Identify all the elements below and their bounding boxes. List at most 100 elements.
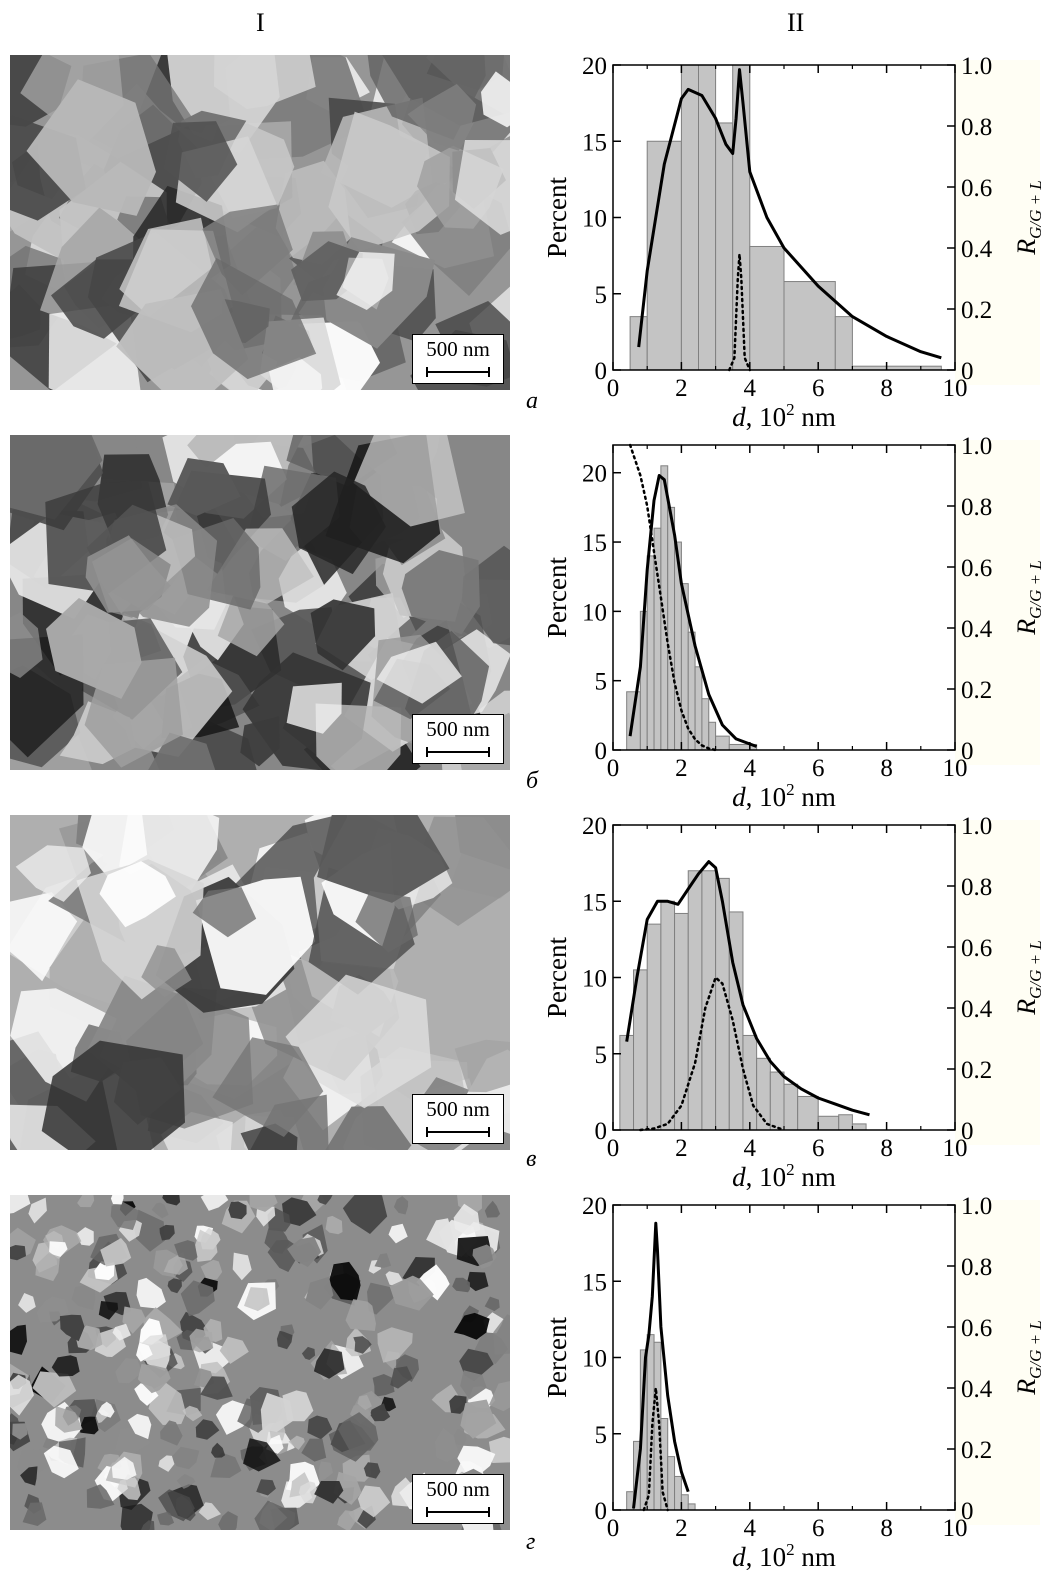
histogram-bar	[646, 1334, 655, 1511]
figure-panel: 500 nm 0 2 4 6 8 10 0 5 10 15 20 0 0.2 0.4 0.6 0.8 1.0 Per…	[0, 813, 1042, 1200]
y2-tick-label: 1.0	[961, 53, 992, 80]
x-tick-label: 10	[943, 1515, 968, 1542]
y-axis-label: Percent	[542, 937, 572, 1018]
y2-tick-label: 0.2	[961, 297, 992, 324]
micrograph-texture	[10, 55, 510, 390]
histogram-bar	[694, 666, 703, 751]
y-axis-label: Percent	[542, 1317, 572, 1398]
y2-tick-label: 0	[961, 738, 974, 765]
tem-micrograph: 500 nm	[10, 815, 510, 1150]
panel-letter: в	[526, 1146, 537, 1172]
x-axis-label: d, 102 nm	[732, 780, 836, 810]
y-axis-label: Percent	[542, 557, 572, 638]
x-tick-label: 2	[675, 1515, 688, 1542]
histogram-bar	[783, 1083, 799, 1131]
histogram-bar	[817, 1115, 840, 1131]
y-tick-label: 15	[582, 530, 607, 557]
histogram-bar	[708, 721, 717, 751]
histogram-chart: 0 2 4 6 8 10 0 5 10 15 20 0 0.2 0.4 0.6 0.8 1.0 Percent RG…	[530, 425, 1042, 812]
y2-tick-label: 0.6	[961, 555, 992, 582]
x-tick-label: 0	[607, 1135, 620, 1162]
x-tick-label: 0	[607, 375, 620, 402]
histogram-bar	[769, 1071, 785, 1131]
histogram-bar	[749, 245, 785, 371]
tem-micrograph: 500 nm	[10, 435, 510, 770]
histogram-chart: 0 2 4 6 8 10 0 5 10 15 20 0 0.2 0.4 0.6 0.8 1.0 Percent RG…	[530, 45, 1042, 432]
x-tick-label: 4	[744, 375, 757, 402]
x-tick-label: 8	[880, 755, 893, 782]
y2-axis-label: RG/G + L	[1012, 560, 1042, 636]
y-tick-label: 15	[582, 129, 607, 156]
y-tick-label: 0	[595, 1498, 608, 1525]
scale-bar: 500 nm	[412, 334, 504, 384]
y2-tick-label: 0.6	[961, 1315, 992, 1342]
column-header-left: I	[256, 8, 265, 37]
y2-axis-label: RG/G + L	[1012, 180, 1042, 256]
histogram-bar	[715, 122, 734, 371]
histogram-bar	[698, 64, 717, 371]
y-tick-label: 0	[595, 738, 608, 765]
histogram-chart: 0 2 4 6 8 10 0 5 10 15 20 0 0.2 0.4 0.6 0.8 1.0 Percent RG…	[530, 805, 1042, 1192]
histogram-bar	[687, 1503, 696, 1511]
scale-bar-label: 500 nm	[426, 717, 490, 741]
y2-tick-label: 0.4	[961, 996, 993, 1023]
y-tick-label: 20	[582, 53, 607, 80]
y2-axis-label: RG/G + L	[1012, 1320, 1042, 1396]
histogram-bar	[646, 923, 662, 1131]
histogram-bar	[646, 140, 682, 371]
y-tick-label: 20	[582, 1193, 607, 1220]
x-tick-label: 8	[880, 375, 893, 402]
y-tick-label: 5	[595, 282, 608, 309]
x-tick-label: 0	[607, 755, 620, 782]
figure-panel: 500 nm 0 2 4 6 8 10 0 5 10 15 20 0 0.2 0.4 0.6 0.8 1.0 Per…	[0, 1193, 1042, 1580]
y2-tick-label: 1.0	[961, 813, 992, 840]
ratio-curve	[628, 443, 717, 752]
y2-axis-label: RG/G + L	[1012, 940, 1042, 1016]
y-tick-label: 20	[582, 461, 607, 488]
y2-tick-label: 0.2	[961, 1057, 992, 1084]
x-tick-label: 6	[812, 1515, 825, 1542]
y2-tick-label: 1.0	[961, 1193, 992, 1220]
y-tick-label: 15	[582, 889, 607, 916]
x-tick-label: 4	[744, 1135, 757, 1162]
y-tick-label: 10	[582, 206, 607, 233]
ratio-curve	[639, 975, 786, 1132]
x-axis-label: d, 102 nm	[732, 1540, 836, 1570]
y2-tick-label: 0	[961, 1118, 974, 1145]
x-tick-label: 2	[675, 1135, 688, 1162]
histogram-bar	[674, 1475, 682, 1511]
x-tick-label: 0	[607, 1515, 620, 1542]
ratio-curve	[728, 254, 752, 372]
y2-tick-label: 0.8	[961, 114, 992, 141]
y-tick-label: 10	[582, 966, 607, 993]
histogram-bar	[701, 698, 710, 751]
scale-bar-label: 500 nm	[426, 1477, 490, 1501]
ratio-curve	[642, 1387, 669, 1512]
x-tick-label: 10	[943, 1135, 968, 1162]
y-tick-label: 15	[582, 1269, 607, 1296]
x-tick-label: 10	[943, 375, 968, 402]
panel-letter: г	[526, 1529, 536, 1555]
histogram-bar	[680, 1494, 689, 1511]
histogram-bar	[715, 877, 730, 1131]
y-tick-label: 5	[595, 669, 608, 696]
scale-bar-line	[426, 1507, 490, 1517]
y2-tick-label: 0.6	[961, 935, 992, 962]
y2-tick-label: 0.4	[961, 1376, 993, 1403]
panel-letter: а	[526, 388, 538, 414]
x-tick-label: 4	[744, 755, 757, 782]
histogram-chart: 0 2 4 6 8 10 0 5 10 15 20 0 0.2 0.4 0.6 0.8 1.0 Percent RG…	[530, 1185, 1042, 1572]
figure-panel: 500 nm 0 2 4 6 8 10 0 5 10 15 20 0 0.2 0.4 0.6 0.8 1.0 Per…	[0, 53, 1042, 440]
y-tick-label: 5	[595, 1042, 608, 1069]
tem-micrograph: 500 nm	[10, 55, 510, 390]
column-header-right: II	[787, 8, 805, 37]
x-tick-label: 6	[812, 375, 825, 402]
histogram-bar	[660, 900, 676, 1131]
histogram-bar	[680, 64, 699, 371]
figure-panel: 500 nm 0 2 4 6 8 10 0 5 10 15 20 0 0.2 0.4 0.6 0.8 1.0 Per…	[0, 433, 1042, 820]
histogram-bar	[742, 1034, 758, 1131]
